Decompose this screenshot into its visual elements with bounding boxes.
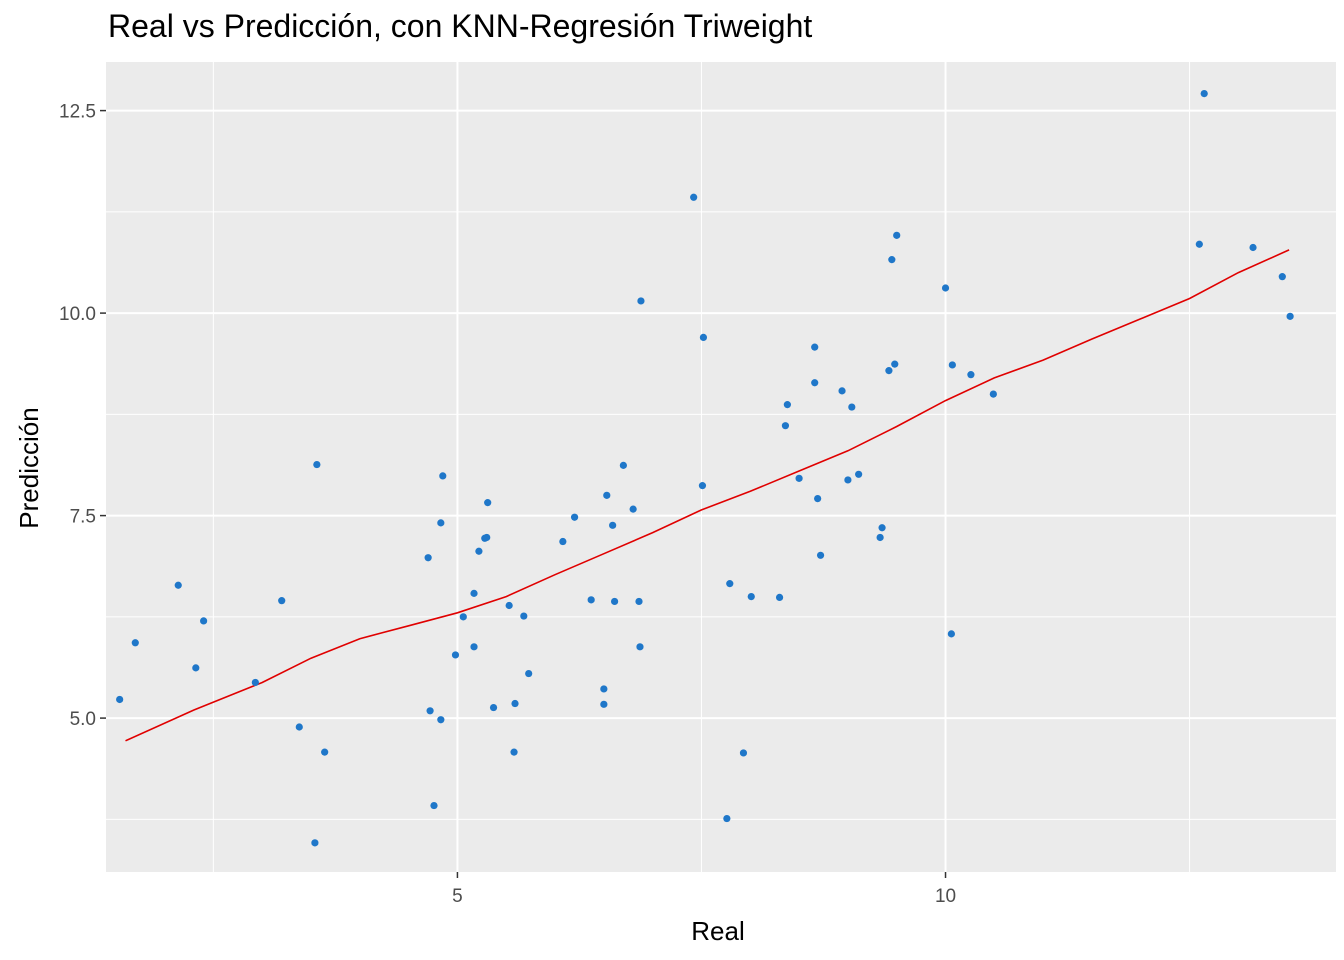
data-point [424,554,432,562]
data-point [600,700,608,708]
x-axis: 5 10 [452,872,956,907]
data-point [174,581,182,589]
y-tick-label: 5.0 [70,709,96,730]
data-point [876,533,884,542]
y-axis: 5.0 7.5 10.0 12.5 [59,102,106,730]
data-point [489,703,498,712]
data-point [723,814,731,823]
data-point [437,716,445,724]
data-point [251,678,259,687]
data-point [844,476,852,484]
data-point [610,597,619,606]
data-point [1278,273,1286,281]
data-point [698,482,707,490]
data-point [311,839,319,847]
data-point [1195,240,1203,248]
data-point [629,505,637,513]
x-axis-title: Real [691,916,744,946]
x-tick-label: 5 [452,886,463,907]
data-point [888,256,896,264]
data-point [439,472,447,480]
data-point [116,695,124,704]
major-gridlines [106,62,1336,872]
data-point [1286,312,1294,320]
data-point [475,547,483,555]
data-point [570,513,579,521]
data-point [525,669,533,678]
data-point [511,699,519,708]
chart-title: Real vs Predicción, con KNN-Regresión Tr… [108,8,813,44]
data-point [885,367,893,375]
data-point [781,422,790,430]
data-point [437,519,445,527]
data-point [816,551,825,559]
data-point [783,401,791,409]
data-point [636,643,644,651]
y-tick-label: 7.5 [70,507,96,528]
data-point [848,403,856,411]
data-point [619,461,627,469]
data-point [989,390,997,398]
data-point [739,749,748,757]
data-point [947,630,955,638]
data-point [295,723,303,731]
data-point [726,580,734,588]
data-point [811,379,819,387]
data-point [131,639,139,647]
data-point [855,470,863,478]
data-point [483,533,491,542]
data-point [941,284,950,292]
data-point [775,593,784,602]
data-point [587,596,595,604]
data-point [948,361,956,369]
data-point [510,748,518,756]
x-tick-label: 10 [935,886,956,907]
regression-line [125,249,1290,742]
data-point [192,664,200,672]
data-point [600,685,608,693]
data-point [814,494,822,503]
data-point [470,589,478,597]
plot-panel [106,62,1336,872]
data-point [559,537,567,546]
minor-gridlines [106,62,1336,872]
data-point [795,474,803,482]
data-point [603,491,611,499]
data-point [747,593,755,601]
data-point [313,460,321,469]
data-point [459,613,467,621]
y-tick-label: 12.5 [59,102,96,123]
data-point [451,651,460,659]
data-point [838,387,846,395]
data-point [321,748,329,756]
data-point [484,499,492,507]
data-point [878,524,886,532]
data-point [891,360,899,368]
data-point [893,231,901,239]
data-point [690,193,698,201]
data-point [430,801,438,810]
series-layer [116,89,1294,847]
data-point [278,597,286,605]
y-axis-title: Predicción [14,407,44,528]
data-point [505,601,513,610]
y-tick-label: 10.0 [59,304,96,325]
data-point [637,297,645,305]
data-point [426,707,434,715]
data-point [967,371,975,379]
data-point [609,521,617,529]
data-point [635,597,643,606]
data-point [520,612,528,620]
data-point [1249,243,1257,252]
data-point [200,617,208,625]
data-point [470,643,478,651]
data-point [811,343,819,351]
data-point [1200,89,1208,98]
data-point [699,333,708,341]
